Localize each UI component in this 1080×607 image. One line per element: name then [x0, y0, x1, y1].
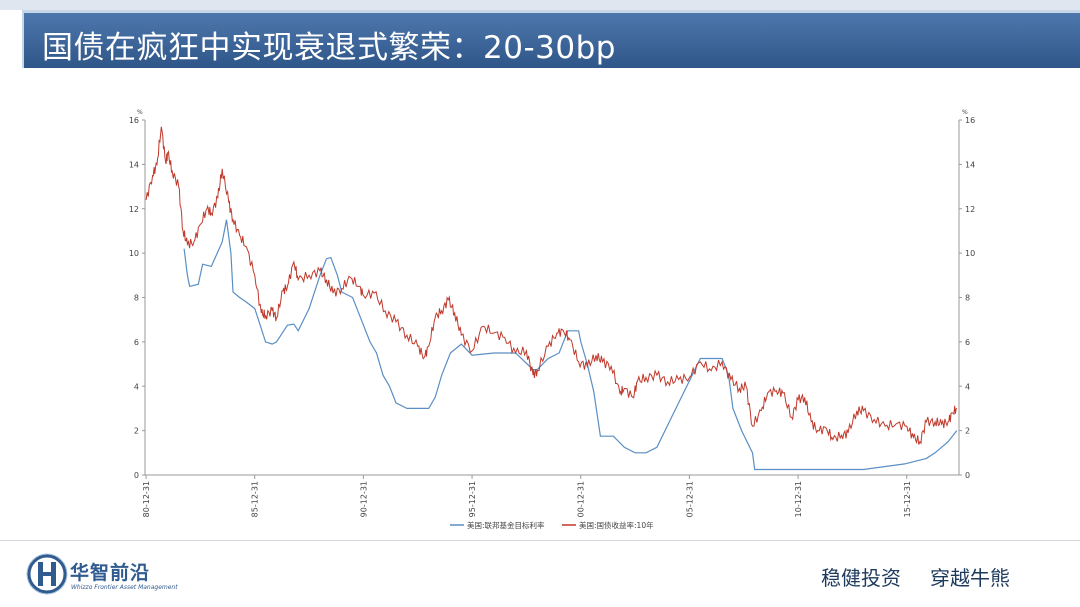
brand-subtitle: Whizzo Frontier Asset Management [71, 584, 178, 591]
left-y-tick-label: 16 [129, 116, 139, 125]
right-y-tick-label: 14 [965, 160, 975, 169]
x-tick-label: 00-12-31 [577, 481, 586, 517]
right-y-tick-label: 6 [965, 338, 970, 347]
page-title: 国债在疯狂中实现衰退式繁荣：20-30bp [42, 30, 616, 66]
right-y-tick-label: 12 [965, 205, 975, 214]
treasury-10y-yield-line [145, 126, 958, 445]
slogan-through-cycles: 穿越牛熊 [930, 566, 1010, 590]
x-tick-label: 85-12-31 [251, 481, 260, 517]
title-bar: 国债在疯狂中实现衰退式繁荣：20-30bp [22, 10, 1080, 68]
right-y-tick-label: 8 [965, 294, 970, 303]
left-y-tick-label: 2 [134, 427, 139, 436]
left-y-tick-label: 8 [134, 294, 139, 303]
left-unit-label: % [137, 109, 143, 116]
brand-logo: 华智前沿 Whizzo Frontier Asset Management [26, 553, 216, 597]
right-y-tick-label: 10 [965, 249, 975, 258]
right-y-tick-label: 4 [965, 382, 970, 391]
right-y-tick-label: 2 [965, 427, 970, 436]
right-y-tick-label: 0 [965, 471, 970, 480]
brand-name: 华智前沿 [70, 562, 151, 584]
top-stripe [0, 0, 1080, 10]
legend-label: 美国:联邦基金目标利率 [467, 520, 545, 530]
x-tick-label: 95-12-31 [468, 481, 477, 517]
yield-rate-chart: %% 0 0 2 2 4 4 6 6 8 8 10 10 12 12 14 14 16 16 80-12-31 85-1… [100, 100, 980, 540]
right-y-tick-label: 16 [965, 116, 975, 125]
x-tick-label: 90-12-31 [359, 481, 368, 517]
left-y-tick-label: 14 [129, 160, 139, 169]
h-circle-logo-icon [26, 553, 68, 595]
left-y-tick-label: 4 [134, 382, 139, 391]
right-unit-label: % [962, 109, 968, 116]
footer-divider [0, 540, 1080, 541]
x-tick-label: 80-12-31 [142, 481, 151, 517]
chart-svg: % % 0 0 2 2 4 4 6 6 8 8 10 10 12 12 14 14 16 16 80-12-31 85-1… [129, 109, 975, 530]
left-y-tick-label: 10 [129, 249, 139, 258]
slogan-steady-investment: 稳健投资 [821, 566, 901, 590]
left-y-tick-label: 6 [134, 338, 139, 347]
x-tick-label: 10-12-31 [794, 481, 803, 517]
x-tick-label: 05-12-31 [685, 481, 694, 517]
legend-label: 美国:国债收益率:10年 [579, 520, 654, 530]
x-tick-label: 15-12-31 [903, 481, 912, 517]
left-y-tick-label: 12 [129, 205, 139, 214]
fed-funds-rate-line [183, 219, 958, 471]
left-y-tick-label: 0 [134, 471, 139, 480]
